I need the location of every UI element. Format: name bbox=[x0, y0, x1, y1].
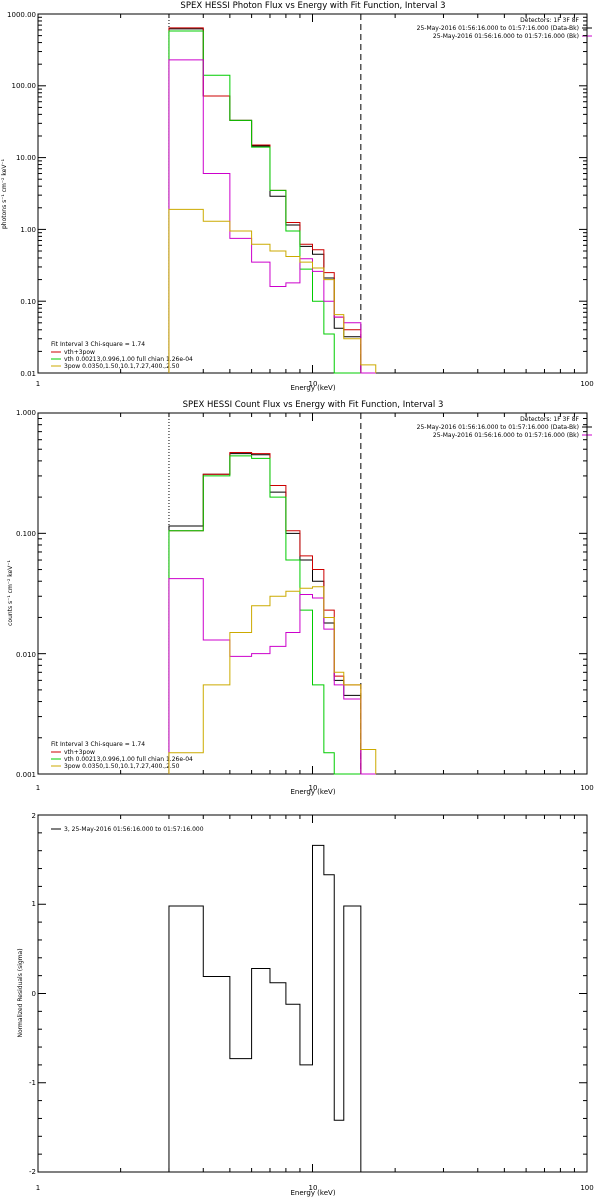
residuals-xtick-100: 100 bbox=[580, 1184, 593, 1192]
count-legend-detectors: Detectors: 1F 3F 8F bbox=[520, 416, 579, 423]
count-legend-fit-header: Fit Interval 3 Chi-square = 1.74 bbox=[51, 741, 145, 748]
count-flux-xlabel: Energy (keV) bbox=[290, 788, 335, 796]
residuals-panel: Energy (keV) Normalized Residuals (sigma… bbox=[17, 812, 594, 1197]
residuals-ylabel: Normalized Residuals (sigma) bbox=[17, 948, 24, 1037]
photon-flux-xlabel: Energy (keV) bbox=[290, 384, 335, 392]
count-flux-title: SPEX HESSI Count Flux vs Energy with Fit… bbox=[183, 400, 444, 410]
photon-legend-fit-header: Fit Interval 3 Chi-square = 1.74 bbox=[51, 341, 145, 348]
residuals-xlabel: Energy (keV) bbox=[290, 1189, 335, 1197]
count-legend-bk: 25-May-2016 01:56:16.000 to 01:57:16.000… bbox=[433, 432, 579, 439]
photon-flux-title: SPEX HESSI Photon Flux vs Energy with Fi… bbox=[180, 1, 445, 11]
residuals-legend: 3, 25-May-2016 01:56:16.000 to 01:57:16.… bbox=[64, 826, 204, 833]
count-legend-data-bk: 25-May-2016 01:56:16.000 to 01:57:16.000… bbox=[417, 424, 579, 431]
photon-ytick-0.01: 0.01 bbox=[20, 370, 36, 378]
count-ytick-0.001: 0.001 bbox=[16, 771, 36, 779]
photon-legend-vth: vth 0.00213,0.996,1.00 full chian 1.26e-… bbox=[64, 356, 193, 363]
residuals-ytick-neg1: -1 bbox=[29, 1079, 36, 1087]
count-legend-vth: vth 0.00213,0.996,1.00 full chian 1.26e-… bbox=[64, 756, 193, 763]
photon-ytick-1000: 1000.00 bbox=[7, 11, 36, 19]
photon-legend-vth3pow: vth+3pow bbox=[64, 349, 95, 356]
count-legend-3pow: 3pow 0.0350,1.50,10.1,7.27,400.,2.50 bbox=[64, 763, 180, 770]
photon-ytick-0.1: 0.10 bbox=[20, 298, 36, 306]
photon-ytick-10: 10.00 bbox=[16, 154, 36, 162]
count-ytick-0.01: 0.010 bbox=[16, 651, 36, 659]
count-legend-vth3pow: vth+3pow bbox=[64, 749, 95, 756]
photon-ytick-100: 100.00 bbox=[12, 82, 37, 90]
residuals-ytick-neg2: -2 bbox=[29, 1168, 36, 1176]
photon-legend-bk: 25-May-2016 01:56:16.000 to 01:57:16.000… bbox=[433, 33, 579, 40]
photon-legend-detectors: Detectors: 1F 3F 8F bbox=[520, 17, 579, 24]
residuals-xtick-10: 10 bbox=[309, 1184, 318, 1192]
photon-legend-data-bk: 25-May-2016 01:56:16.000 to 01:57:16.000… bbox=[417, 25, 579, 32]
residuals-series-0 bbox=[168, 844, 362, 1172]
residuals-ytick-1: 1 bbox=[32, 900, 36, 908]
residuals-ytick-2: 2 bbox=[32, 812, 36, 820]
count-ytick-1: 1.000 bbox=[16, 409, 36, 417]
photon-flux-panel: SPEX HESSI Photon Flux vs Energy with Fi… bbox=[1, 1, 594, 392]
photon-flux-ylabel: photons s⁻¹ cm⁻² keV⁻¹ bbox=[1, 158, 8, 229]
count-ytick-0.1: 0.100 bbox=[16, 530, 36, 538]
count-series-4 bbox=[168, 586, 377, 774]
count-flux-panel: SPEX HESSI Count Flux vs Energy with Fit… bbox=[7, 400, 594, 796]
photon-legend-3pow: 3pow 0.0350,1.50,10.1,7.27,400.,2.50 bbox=[64, 363, 180, 370]
photon-xtick-10: 10 bbox=[309, 380, 318, 388]
count-series-2 bbox=[168, 455, 376, 775]
residuals-xtick-1: 1 bbox=[36, 1184, 40, 1192]
residuals-ytick-0: 0 bbox=[32, 990, 36, 998]
count-flux-ylabel: counts s⁻¹ cm⁻² keV⁻¹ bbox=[7, 560, 14, 626]
photon-xtick-1: 1 bbox=[36, 380, 40, 388]
photon-series-4 bbox=[168, 208, 377, 373]
photon-ytick-1: 1.00 bbox=[20, 226, 36, 234]
photon-series-2 bbox=[168, 30, 376, 374]
photon-xtick-100: 100 bbox=[580, 380, 593, 388]
count-xtick-100: 100 bbox=[580, 784, 593, 792]
count-xtick-10: 10 bbox=[309, 784, 318, 792]
count-xtick-1: 1 bbox=[36, 784, 40, 792]
